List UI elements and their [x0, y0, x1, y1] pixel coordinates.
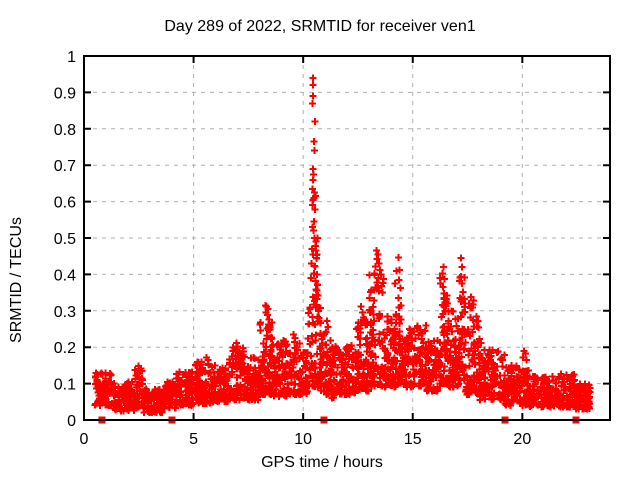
y-tick-label: 0.7: [54, 158, 76, 175]
data-points-layer: [91, 74, 594, 424]
x-tick-label: 10: [294, 431, 312, 448]
x-axis-label: GPS time / hours: [261, 454, 383, 471]
tick-marks: [83, 55, 610, 421]
scatter-points: [91, 74, 594, 416]
x-tick-label: 15: [404, 431, 422, 448]
y-axis-label: SRMTID / TECUs: [8, 217, 25, 343]
y-tick-label: 0.1: [54, 377, 76, 394]
y-tick-label: 0.6: [54, 195, 76, 212]
y-tick-label: 0: [67, 413, 76, 430]
y-tick-label: 1: [67, 49, 76, 66]
tick-labels: 0 5 10 15 20 0 0.1 0.2 0.3 0.4 0.5 0.6 0.7 0.8 0.9 1: [54, 49, 532, 448]
y-tick-label: 0.4: [54, 267, 76, 284]
y-tick-label: 0.8: [54, 122, 76, 139]
x-tick-label: 20: [513, 431, 531, 448]
chart-title: Day 289 of 2022, SRMTID for receiver ven…: [164, 18, 475, 35]
y-tick-label: 0.2: [54, 340, 76, 357]
axes: [83, 55, 611, 421]
y-tick-label: 0.9: [54, 85, 76, 102]
x-tick-label: 0: [80, 431, 89, 448]
y-tick-label: 0.5: [54, 231, 76, 248]
x-tick-label: 5: [189, 431, 198, 448]
y-tick-label: 0.3: [54, 304, 76, 321]
